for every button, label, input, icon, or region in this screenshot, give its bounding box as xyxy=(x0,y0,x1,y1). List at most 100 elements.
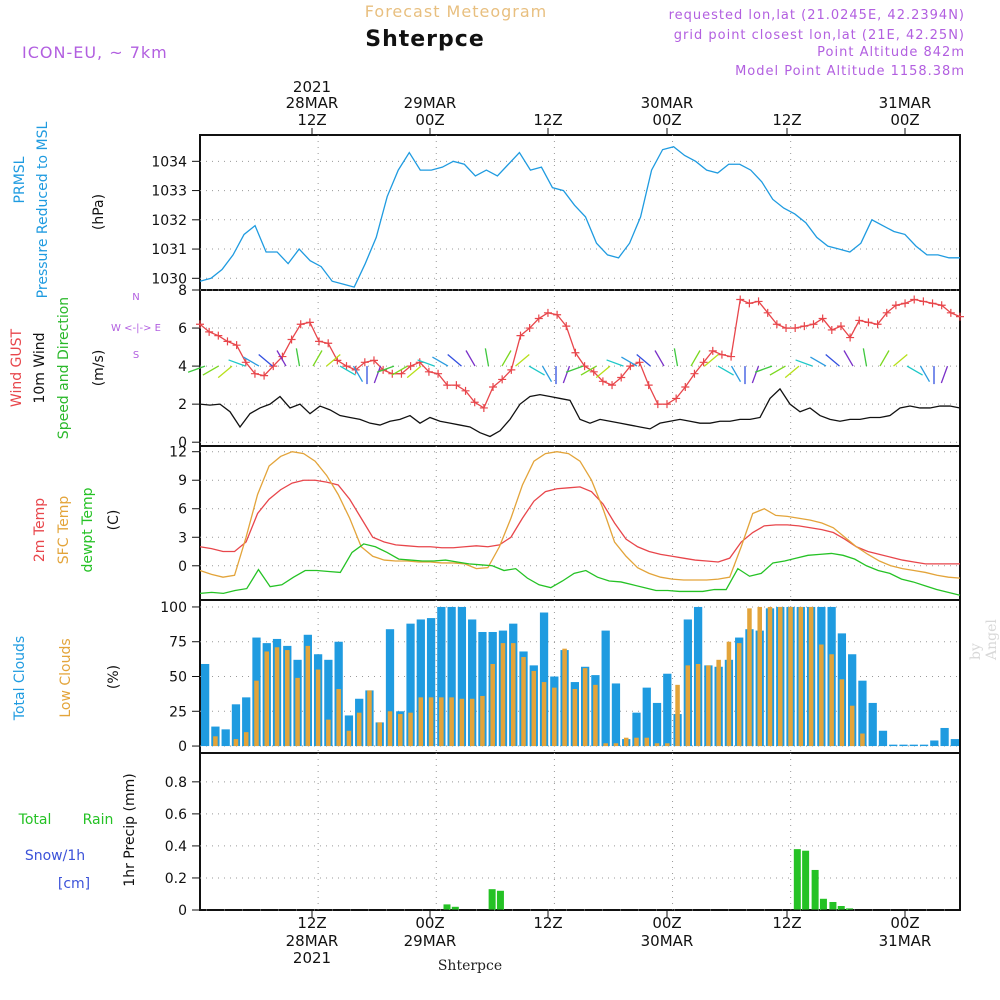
precip-bar xyxy=(496,890,504,910)
low-cloud-bar xyxy=(531,670,537,747)
low-cloud-bar xyxy=(449,697,454,747)
low-cloud-bar xyxy=(541,682,547,747)
total-cloud-bar xyxy=(221,729,230,747)
wind-direction-arrow xyxy=(784,365,800,379)
total-cloud-bar xyxy=(950,739,959,747)
panel-frame-temperature xyxy=(199,445,961,601)
low-cloud-bar xyxy=(398,714,403,747)
gust-marker xyxy=(315,337,324,346)
precip-bar xyxy=(837,905,845,910)
x-axis-top-label: 12Z xyxy=(297,111,326,129)
low-cloud-bar xyxy=(788,606,793,747)
wind-direction-arrow xyxy=(730,365,742,383)
total-cloud-bar xyxy=(868,702,877,747)
x-axis-top-label: 12Z xyxy=(533,111,562,129)
total-cloud-bar xyxy=(231,704,241,747)
gust-marker xyxy=(772,320,781,329)
gust-marker xyxy=(397,369,406,378)
x-axis-bottom-label: 00Z xyxy=(415,914,444,932)
total-cloud-bar xyxy=(601,630,610,747)
wind-direction-arrow xyxy=(352,365,364,383)
x-axis-bottom-label: 12Z xyxy=(297,914,326,932)
x-axis-top-label: 00Z xyxy=(890,111,919,129)
y-tick-label-precip: 0.6 xyxy=(165,807,187,823)
gust-marker xyxy=(910,295,919,304)
gust-marker xyxy=(937,301,946,310)
gust-marker xyxy=(571,348,580,357)
low-cloud-bar xyxy=(808,606,814,747)
y-tick-label-temperature: 12 xyxy=(169,445,187,461)
total-cloud-bar xyxy=(426,618,436,747)
low-cloud-bar xyxy=(521,657,526,747)
gust-marker xyxy=(818,314,827,323)
ylabel-dewpt: dewpt Temp xyxy=(80,487,96,572)
wind-direction-arrow xyxy=(810,356,827,367)
x-axis-bottom-label: 12Z xyxy=(772,914,801,932)
gust-marker xyxy=(260,371,269,380)
y-tick-label-precip: 0.2 xyxy=(165,871,187,887)
wind-direction-arrow xyxy=(906,365,923,376)
pressure-line xyxy=(199,145,960,288)
ylabel-precip: 1hr Precip (mm) xyxy=(122,773,138,886)
y-tick-label-precip: 0 xyxy=(178,903,187,919)
gust-marker xyxy=(873,320,882,329)
wind-direction-arrow xyxy=(595,365,611,379)
precip-bar xyxy=(488,889,496,910)
wind-direction-arrow xyxy=(187,365,206,373)
x-axis-bottom-label: 28MAR xyxy=(286,932,339,950)
legend-snow: Snow/1h xyxy=(25,848,85,864)
requested-coords: requested lon,lat (21.0245E, 42.2394N) xyxy=(668,8,965,23)
low-cloud-bar xyxy=(336,689,341,747)
total-cloud-bar xyxy=(539,612,549,747)
y-tick-label-clouds: 25 xyxy=(169,704,187,720)
wind-direction-arrow xyxy=(541,365,553,383)
low-cloud-bar xyxy=(654,743,660,747)
total-cloud-bar xyxy=(324,659,333,747)
wind-direction-arrow xyxy=(580,365,597,376)
gust-marker xyxy=(562,322,571,331)
gust-marker xyxy=(919,297,928,306)
gust-marker xyxy=(672,394,681,403)
wind-direction-arrow xyxy=(406,365,422,379)
gust-marker xyxy=(489,383,498,392)
wind-direction-arrow xyxy=(326,354,341,367)
low-cloud-bar xyxy=(726,641,732,747)
gust-marker xyxy=(681,383,690,392)
gust-marker xyxy=(598,377,607,386)
low-cloud-bar xyxy=(849,705,855,747)
total-cloud-bar xyxy=(909,744,918,747)
panel-frame-wind xyxy=(199,289,961,447)
wind-direction-arrow xyxy=(515,354,530,367)
precip-bar xyxy=(443,904,451,910)
x-axis-bottom-label: 00Z xyxy=(890,914,919,932)
y-tick-label-wind: 6 xyxy=(178,321,187,337)
gust-marker xyxy=(250,369,259,378)
low-cloud-bar xyxy=(582,668,588,747)
gust-marker xyxy=(452,381,461,390)
gust-marker xyxy=(443,381,452,390)
wind-direction-arrow xyxy=(621,356,638,367)
low-cloud-bar xyxy=(428,697,434,747)
gust-marker xyxy=(269,362,278,371)
y-tick-label-pressure: 1033 xyxy=(151,184,187,200)
low-cloud-bar xyxy=(757,606,762,747)
total-cloud-bar xyxy=(478,631,487,747)
low-cloud-bar xyxy=(439,697,444,747)
precip-bar xyxy=(811,869,819,910)
ylabel-gust: Wind GUST xyxy=(9,328,25,407)
wind-direction-arrow xyxy=(565,365,584,373)
total-cloud-bar xyxy=(457,606,467,747)
low-cloud-bar xyxy=(706,665,711,747)
gust-marker xyxy=(342,362,351,371)
total-cloud-bar xyxy=(385,629,395,747)
temp-2m-line xyxy=(199,479,960,565)
low-cloud-bar xyxy=(747,608,752,747)
gust-marker xyxy=(406,362,415,371)
y-tick-label-wind: 4 xyxy=(178,359,187,375)
low-cloud-bar xyxy=(675,684,680,747)
compass-n: N xyxy=(132,292,139,303)
low-cloud-bar xyxy=(500,643,506,747)
gust-marker xyxy=(864,318,873,327)
gust-marker xyxy=(205,327,214,336)
total-cloud-bar xyxy=(878,730,888,747)
